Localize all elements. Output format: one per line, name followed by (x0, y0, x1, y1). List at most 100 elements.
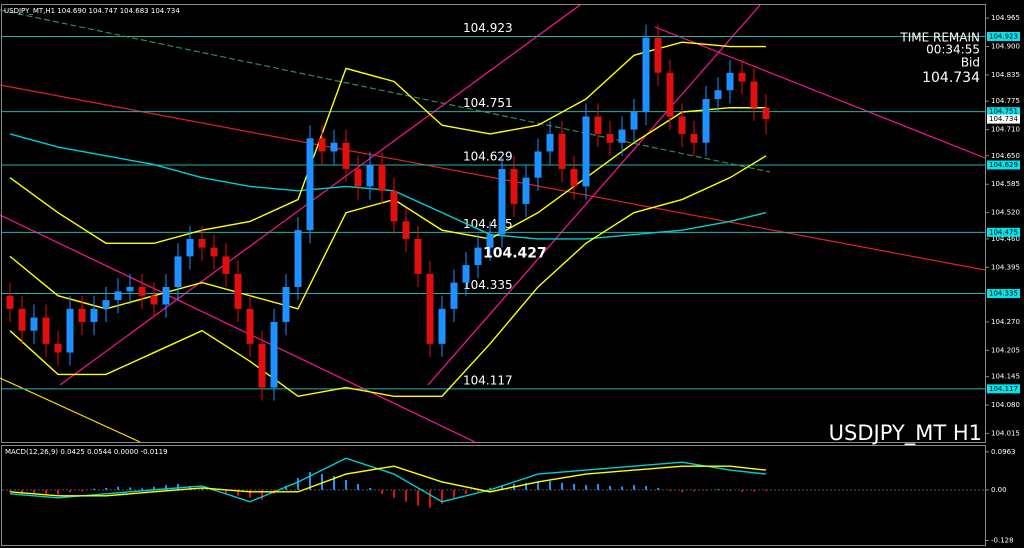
candle-body (78, 308, 86, 322)
timer-title: TIME REMAIN (899, 31, 980, 45)
y-tick-label: 104.650 (991, 152, 1020, 160)
level-tag (987, 31, 1020, 41)
macd-chart: 0.0963 0.00 -0.128 (2, 448, 1016, 544)
candle-body (246, 308, 254, 344)
candle-body (522, 177, 530, 204)
y-tick-label: 104.015 (991, 429, 1020, 437)
level-label: 104.751 (463, 96, 513, 110)
level-tag-label: 104.751 (989, 108, 1018, 116)
candle-body (630, 112, 638, 130)
macd-panel (1, 445, 986, 546)
candle-body (342, 142, 350, 169)
candle-body (138, 286, 146, 296)
channel-line (59, 4, 581, 386)
y-tick-label: 0.0963 (991, 448, 1016, 456)
bid-label: Bid (961, 56, 980, 70)
y-tick-label: 104.775 (991, 97, 1020, 105)
level-tag (987, 227, 1020, 237)
y-tick-label: 104.395 (991, 263, 1020, 271)
level-tag (987, 107, 1020, 117)
candle-body (654, 37, 662, 73)
candle-body (198, 238, 206, 248)
candle-body (714, 90, 722, 99)
level-tag-label: 104.335 (989, 290, 1018, 298)
candle-body (126, 286, 134, 292)
candle-body (546, 133, 554, 152)
candle-body (642, 37, 650, 113)
candle-body (210, 247, 218, 257)
level-tag-label: 104.117 (989, 385, 1018, 393)
candle-body (114, 291, 122, 301)
candle-body (462, 265, 470, 283)
candle-body (762, 107, 770, 120)
candle-body (366, 164, 374, 187)
candle-body (90, 308, 98, 322)
y-tick-label: 104.520 (991, 209, 1020, 217)
candle-body (294, 230, 302, 287)
candle-body (6, 295, 14, 309)
candle-body (582, 116, 590, 187)
candle-body (534, 151, 542, 178)
candle-body (738, 72, 746, 82)
candle-body (378, 164, 386, 191)
candle-body (306, 138, 314, 231)
candle-body (258, 343, 266, 388)
candle-body (750, 81, 758, 108)
candle-body (174, 256, 182, 287)
channel-line (0, 214, 476, 443)
symbol-header: USDJPY_MT,H1 104.690 104.747 104.683 104… (4, 7, 180, 15)
level-tag (987, 384, 1020, 394)
candle-body (486, 234, 494, 248)
candle-body (498, 168, 506, 235)
candle-body (150, 295, 158, 305)
dashed-trendline (0, 9, 771, 173)
candle-body (66, 308, 74, 353)
candle-body (282, 286, 290, 322)
y-tick-label: 104.205 (991, 346, 1020, 354)
y-tick-label: 0.00 (991, 486, 1007, 494)
level-tag-label: 104.475 (989, 228, 1018, 236)
red-trendline (0, 84, 986, 271)
macd-line (9, 457, 767, 503)
candle-body (702, 98, 710, 143)
y-tick-label: 104.145 (991, 373, 1020, 381)
candle-body (510, 168, 518, 204)
candle-body (450, 282, 458, 309)
candle-body (618, 129, 626, 143)
level-tag-label: 104.629 (989, 161, 1018, 169)
y-tick-label: 104.835 (991, 71, 1020, 79)
candle-body (234, 273, 242, 309)
candle-body (606, 133, 614, 143)
timer-time: 00:34:55 (926, 43, 980, 57)
channel-line (427, 4, 761, 386)
level-tag (987, 160, 1020, 170)
y-tick-label: 104.900 (991, 43, 1020, 51)
candle-body (18, 308, 26, 331)
candle-body (570, 168, 578, 187)
channel-line (654, 26, 986, 159)
candle-body (402, 221, 410, 239)
y-tick-label: 104.270 (991, 318, 1020, 326)
candle-body (102, 300, 110, 309)
bid-price: 104.734 (922, 70, 980, 86)
current-price-tag (987, 114, 1020, 124)
y-tick-label: -0.128 (991, 536, 1014, 544)
candle-body (330, 142, 338, 152)
level-tag (987, 289, 1020, 299)
candle-body (186, 238, 194, 257)
candle-body (318, 138, 326, 152)
y-tick-label: 104.585 (991, 180, 1020, 188)
price-chart: 104.965 104.900 104.835 104.775 104.710 104.6… (2, 14, 1020, 437)
y-tick-label: 104.965 (991, 14, 1020, 22)
level-label: 104.117 (463, 373, 513, 387)
watermark: USDJPY_MT H1 (829, 421, 982, 446)
level-label: 104.923 (463, 21, 513, 35)
candle-body (558, 133, 566, 169)
candle-body (594, 116, 602, 134)
candle-body (162, 286, 170, 305)
y-tick-label: 104.080 (991, 401, 1020, 409)
current-price-label: 104.734 (989, 115, 1018, 123)
candle-body (42, 317, 50, 344)
